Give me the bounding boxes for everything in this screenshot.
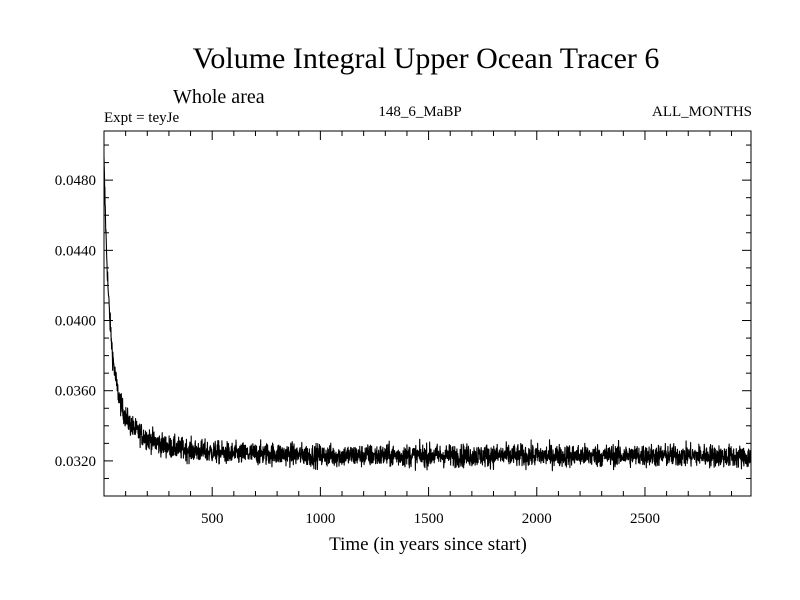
y-tick-label: 0.0440 <box>55 243 96 259</box>
y-tick-labels: 0.0320 0.0360 0.0400 0.0440 0.0480 <box>55 173 96 470</box>
x-tick-label: 1500 <box>414 511 444 527</box>
y-tick-label: 0.0360 <box>55 384 96 400</box>
series-layer <box>103 156 752 472</box>
x-tick-label: 2500 <box>630 511 660 527</box>
chart-subtitle: Whole area <box>173 86 265 108</box>
y-tick-label: 0.0320 <box>55 454 96 470</box>
experiment-label: Expt = teyJe <box>104 110 179 126</box>
chart-title: Volume Integral Upper Ocean Tracer 6 <box>193 42 660 75</box>
run-label: 148_6_MaBP <box>378 104 461 120</box>
x-tick-labels: 500 1000 1500 2000 2500 <box>201 511 660 527</box>
series-line <box>103 156 752 472</box>
x-tick-label: 500 <box>201 511 224 527</box>
plot-frame <box>103 130 752 497</box>
x-axis-label: Time (in years since start) <box>329 534 527 555</box>
x-tick-label: 1000 <box>305 511 335 527</box>
months-label: ALL_MONTHS <box>652 104 752 120</box>
x-tick-label: 2000 <box>522 511 552 527</box>
y-tick-label: 0.0480 <box>55 173 96 189</box>
y-tick-label: 0.0400 <box>55 314 96 330</box>
axis-ticks <box>104 131 751 496</box>
